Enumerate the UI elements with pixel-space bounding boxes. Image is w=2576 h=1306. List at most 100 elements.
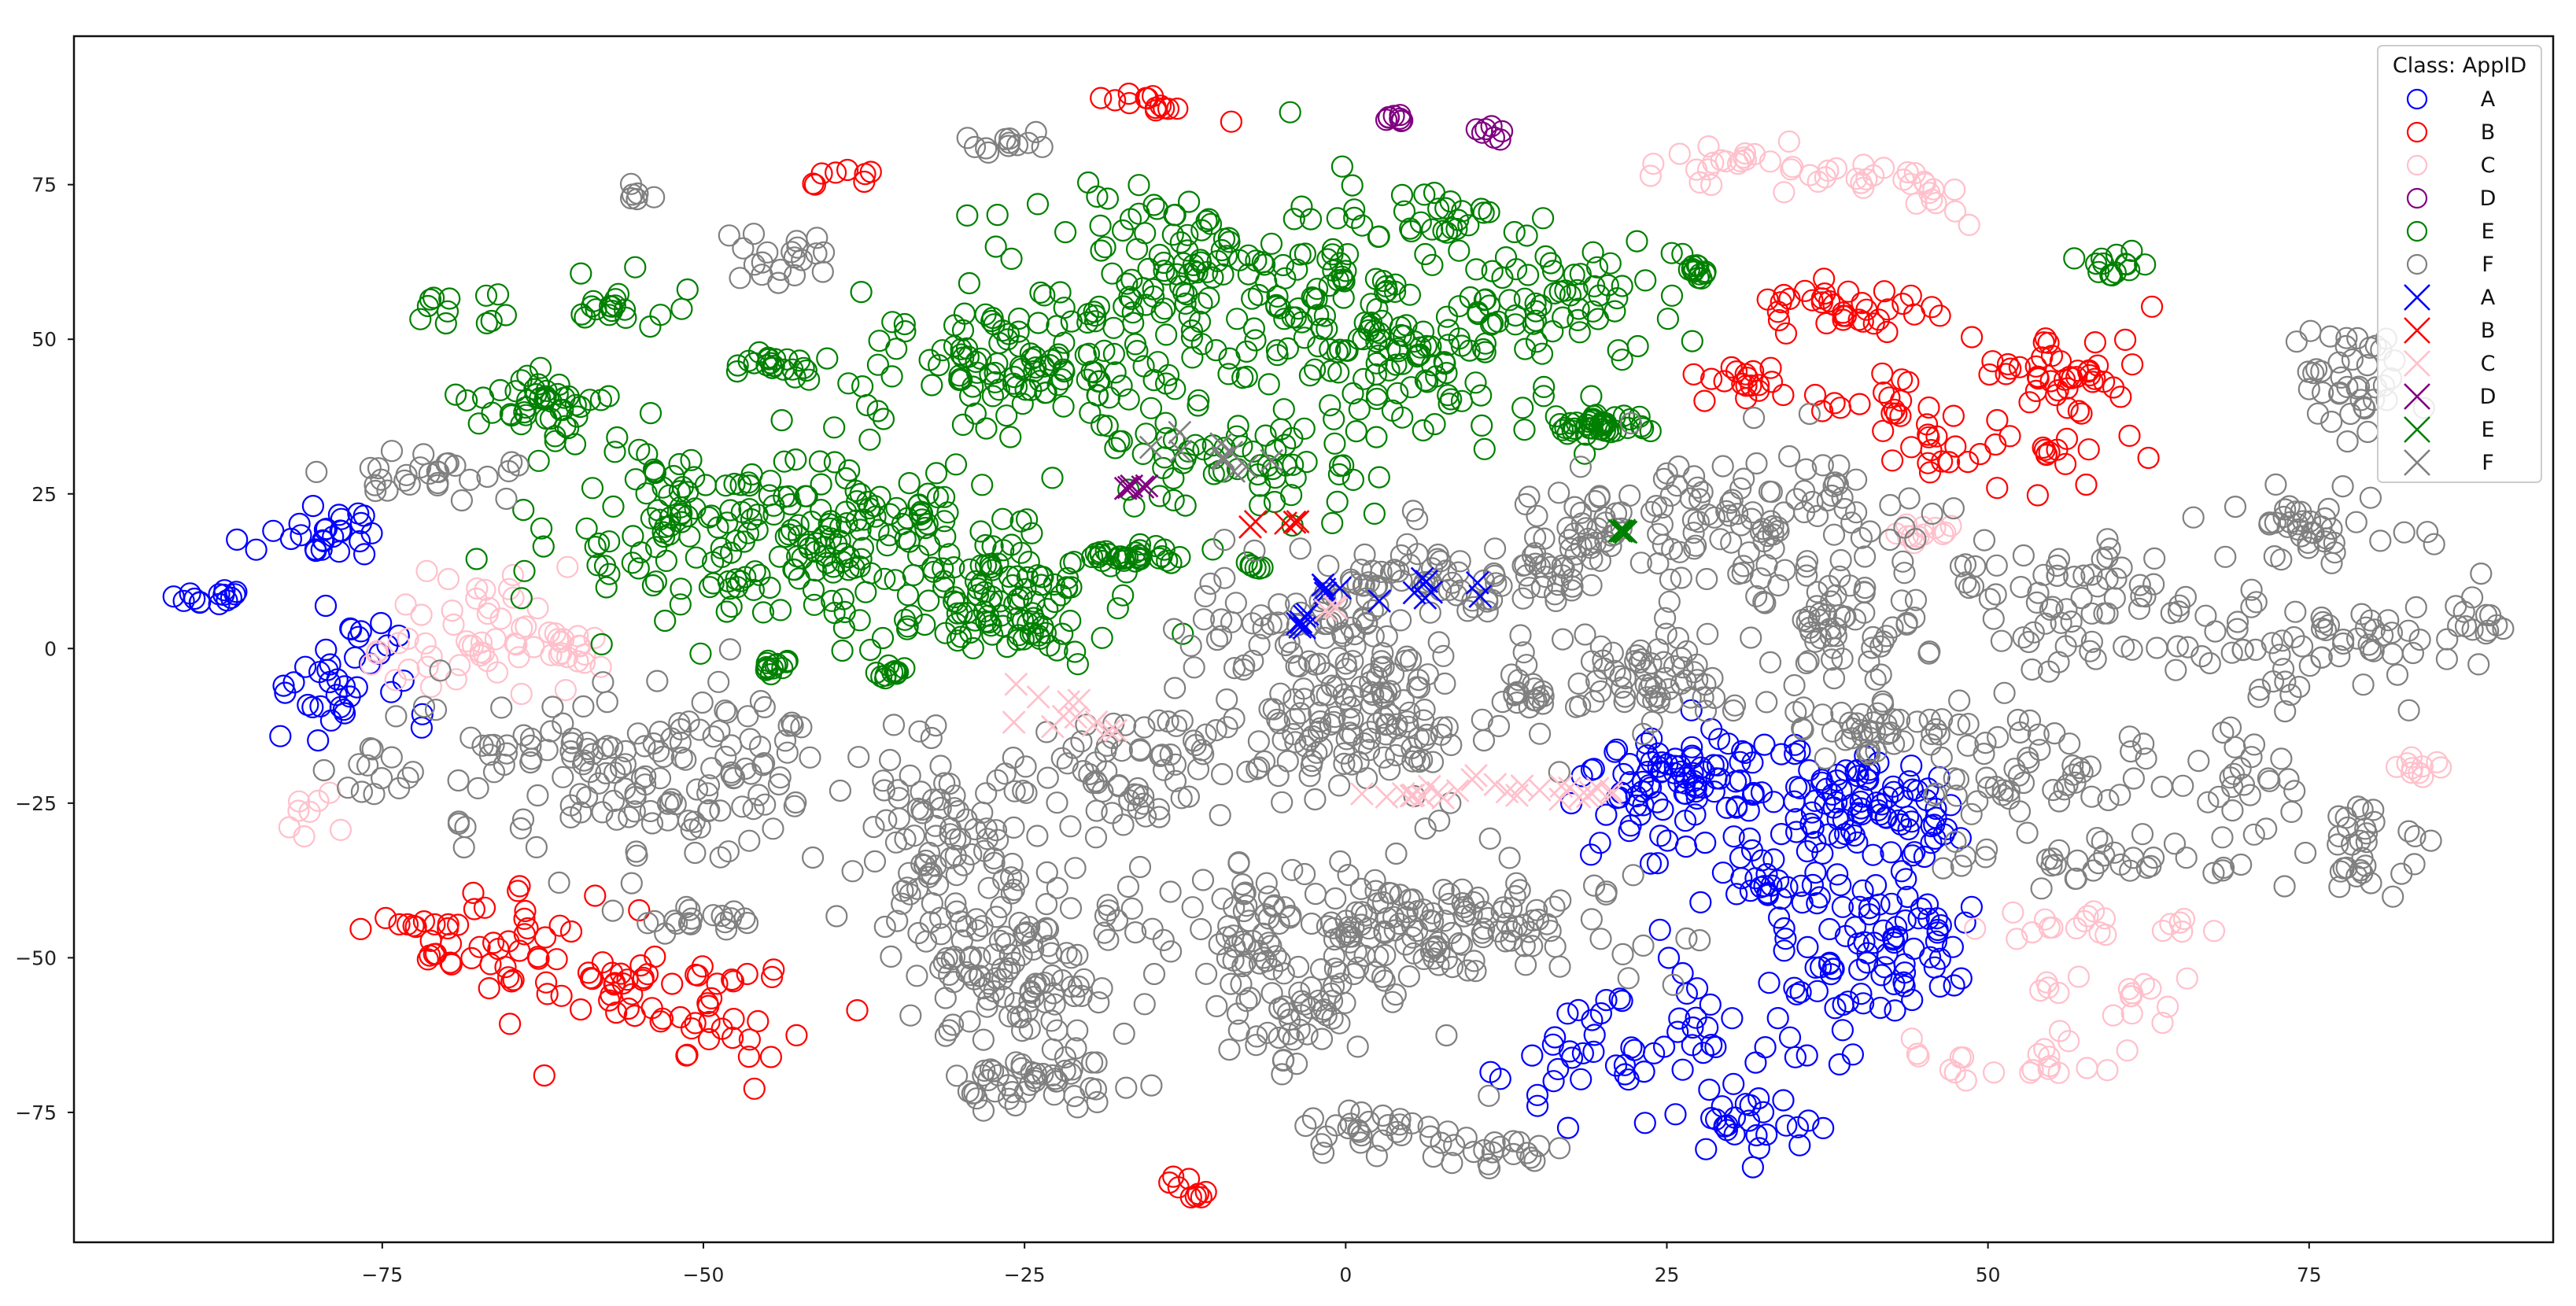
point-circle-F xyxy=(1199,572,1222,596)
point-x-C xyxy=(1057,690,1081,714)
point-circle-F xyxy=(1324,1114,1348,1137)
point-circle-F xyxy=(731,795,754,818)
point-circle-F xyxy=(1084,769,1108,792)
point-circle-F xyxy=(1721,489,1744,511)
point-circle-F xyxy=(1150,743,1174,766)
point-circle-E xyxy=(961,375,984,398)
point-circle-F xyxy=(2341,348,2364,371)
point-circle-E xyxy=(758,576,781,600)
point-circle-F xyxy=(2128,597,2151,620)
point-circle-E xyxy=(1212,263,1234,286)
point-circle-E xyxy=(1328,455,1352,478)
point-circle-F xyxy=(1611,676,1633,699)
legend-item-x-E: E xyxy=(2404,416,2495,443)
point-circle-E xyxy=(992,539,1015,562)
point-circle-E xyxy=(983,313,1006,336)
point-circle-E xyxy=(876,534,899,557)
point-circle-E xyxy=(1011,393,1034,415)
point-circle-B xyxy=(1774,322,1798,345)
point-circle-E xyxy=(597,385,620,408)
point-circle-B xyxy=(759,1046,783,1068)
point-circle-E xyxy=(1441,217,1463,240)
point-circle-C xyxy=(1913,171,1936,194)
point-circle-C xyxy=(2116,1039,2139,1062)
point-circle-F xyxy=(938,773,961,795)
point-circle-F xyxy=(1205,994,1228,1018)
point-circle-F xyxy=(380,440,404,463)
point-circle-B xyxy=(1880,402,1903,425)
point-circle-F xyxy=(2435,647,2458,670)
point-circle-F xyxy=(1530,576,1553,599)
point-circle-C xyxy=(455,630,478,653)
point-circle-A xyxy=(1664,747,1687,770)
series-circle-D xyxy=(1375,104,1514,151)
point-circle-E xyxy=(606,426,629,449)
point-circle-F xyxy=(1274,633,1297,657)
point-circle-B xyxy=(1822,293,1845,316)
point-circle-E xyxy=(1399,217,1422,240)
point-circle-F xyxy=(2290,525,2312,548)
point-circle-E xyxy=(1125,238,1149,260)
point-circle-A xyxy=(1756,884,1780,906)
point-circle-F xyxy=(899,764,921,788)
point-circle-F xyxy=(1483,537,1507,560)
point-circle-F xyxy=(1046,876,1068,899)
point-circle-C xyxy=(293,825,316,848)
point-circle-F xyxy=(1949,555,1973,577)
point-circle-E xyxy=(943,555,965,579)
point-circle-F xyxy=(1062,736,1085,759)
point-circle-F xyxy=(1280,641,1304,664)
point-circle-A xyxy=(1885,916,1908,939)
point-circle-A xyxy=(349,620,372,643)
point-circle-F xyxy=(738,829,761,852)
point-circle-E xyxy=(1573,442,1596,465)
point-circle-F xyxy=(509,817,533,840)
point-circle-F xyxy=(1284,731,1307,754)
point-circle-F xyxy=(1263,894,1286,917)
point-circle-F xyxy=(924,714,947,737)
point-circle-F xyxy=(841,860,864,883)
point-circle-F xyxy=(2086,827,2109,850)
point-circle-C xyxy=(555,646,579,669)
point-circle-A xyxy=(1681,762,1704,784)
point-circle-F xyxy=(602,789,626,813)
point-circle-B xyxy=(1883,398,1906,422)
point-circle-E xyxy=(2114,253,2137,275)
point-circle-C xyxy=(2202,920,2226,943)
point-circle-E xyxy=(1155,323,1178,346)
point-circle-E xyxy=(1111,219,1135,242)
x-tick-label: 50 xyxy=(1976,1264,2001,1286)
point-circle-E xyxy=(1165,263,1188,286)
point-circle-F xyxy=(878,748,902,772)
point-circle-E xyxy=(986,204,1009,227)
point-circle-C xyxy=(397,658,420,681)
point-circle-A xyxy=(1714,1115,1736,1138)
point-circle-F xyxy=(1015,920,1038,944)
point-circle-E xyxy=(622,525,644,548)
point-circle-F xyxy=(1126,777,1150,800)
point-circle-E xyxy=(1249,494,1271,517)
point-circle-E xyxy=(465,548,488,570)
point-circle-A xyxy=(1960,895,1983,918)
point-circle-E xyxy=(595,576,618,599)
point-circle-A xyxy=(1704,1035,1727,1059)
point-circle-E xyxy=(494,304,518,326)
point-circle-B xyxy=(1931,450,1954,473)
point-circle-F xyxy=(1757,524,1780,548)
point-circle-A xyxy=(226,528,249,552)
point-x-B xyxy=(1286,510,1310,534)
point-circle-E xyxy=(1226,308,1249,330)
point-circle-F xyxy=(1000,882,1024,905)
point-circle-F xyxy=(1898,487,1921,510)
point-circle-F xyxy=(1208,932,1231,956)
point-circle-F xyxy=(1478,827,1501,850)
point-circle-F xyxy=(799,746,821,769)
point-circle-E xyxy=(1470,197,1493,220)
point-circle-E xyxy=(1054,221,1077,244)
point-circle-F xyxy=(1018,1073,1042,1097)
point-circle-F xyxy=(718,638,742,661)
point-circle-F xyxy=(1513,935,1536,957)
point-circle-B xyxy=(498,1013,522,1035)
point-circle-F xyxy=(1401,500,1425,522)
point-circle-F xyxy=(685,778,709,801)
